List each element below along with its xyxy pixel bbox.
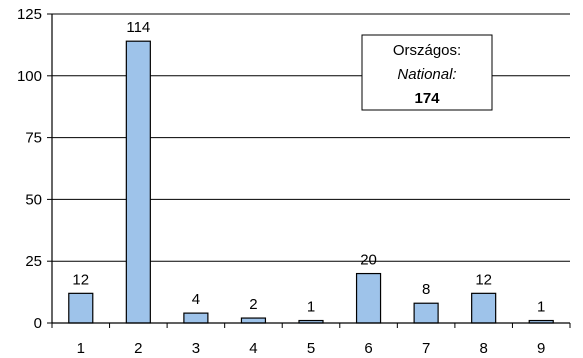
labels: 0 25 50 75 100 125 12 1 114 2 4 3 2 4 1 5 20 6 8 7 12 8 1 9 [17,6,545,357]
national-total-box: Országos: National: 174 [361,34,493,111]
national-total-box-frame [361,34,493,111]
x-tick-label: 3 [192,340,200,357]
data-label: 12 [72,271,89,288]
x-tick-label: 6 [364,340,372,357]
x-tick-label: 7 [422,340,430,357]
x-tick-label: 4 [249,340,257,357]
x-tick-label: 5 [307,340,315,357]
y-tick-label: 0 [34,315,42,332]
y-tick-label: 50 [25,191,42,208]
x-tick-label: 9 [537,340,545,357]
axes [47,13,571,328]
y-tick-label: 125 [17,6,42,23]
bar [471,292,497,324]
bar [183,312,209,324]
bar [240,317,267,324]
data-label: 2 [249,296,257,313]
x-tick-label: 8 [479,340,487,357]
bar [125,40,151,324]
data-label: 12 [475,271,492,288]
national-total-value: 174 [414,90,440,107]
bar [355,272,382,324]
data-label: 1 [307,299,315,316]
x-tick-label: 1 [77,340,85,357]
national-total-label-hu: Országos: [393,42,461,59]
national-total-label-en: National: [397,66,456,83]
data-label: 20 [360,252,377,269]
data-label: 114 [126,19,150,36]
y-tick-label: 100 [17,68,42,85]
y-tick-label: 25 [25,253,42,270]
data-label: 4 [192,291,200,308]
bar [68,292,94,324]
y-tick-label: 75 [25,130,42,147]
bar [413,302,439,324]
data-label: 8 [422,281,430,298]
x-tick-label: 2 [134,340,142,357]
bars [68,40,554,324]
data-label: 1 [537,299,545,316]
